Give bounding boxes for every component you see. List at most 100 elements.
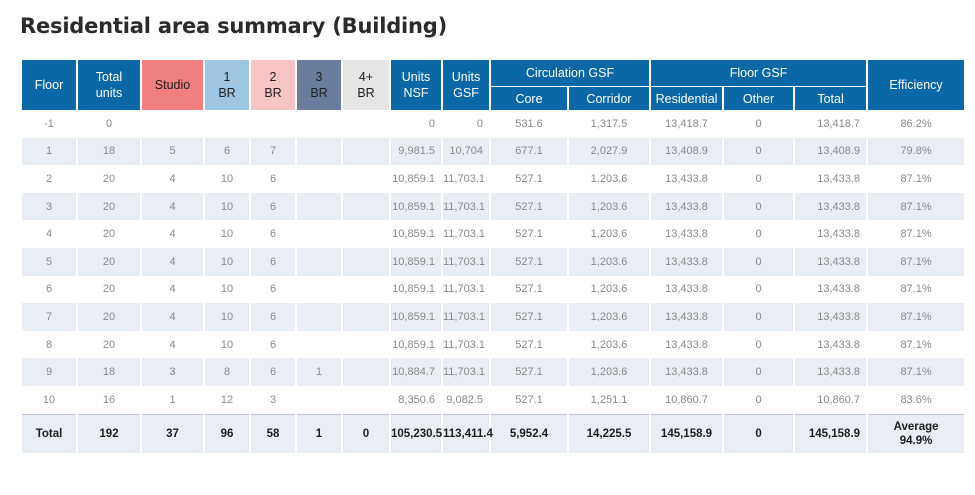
cell-studio: 5: [142, 137, 203, 166]
cell-units-gsf: 11,703.1: [443, 192, 489, 221]
cell-total-units: 18: [78, 358, 140, 386]
cell-floor-gsf-total: 13,433.8: [795, 247, 867, 276]
cell-units-gsf: 0: [476, 117, 483, 130]
cell-2br: 6: [251, 247, 295, 276]
cell-units-gsf: 9,082.5: [446, 393, 483, 406]
cell-4plus-br: [343, 358, 389, 386]
total-3br: 1: [297, 413, 341, 453]
total-corridor: 14,225.5: [569, 413, 650, 453]
cell-corridor: 1,251.1: [590, 393, 628, 406]
cell-floor: 7: [22, 303, 76, 331]
cell-studio: 4: [169, 228, 176, 241]
cell-floor-gsf-total: 13,433.8: [817, 228, 861, 241]
cell-residential: 13,418.7: [665, 117, 708, 130]
cell-studio: 3: [142, 358, 203, 386]
cell-1br: 10: [220, 228, 234, 241]
cell-core: 527.1: [515, 172, 543, 185]
cell-studio: 4: [142, 192, 203, 221]
table-row: 10 16 1 12 3 8,350.6 9,082.5 527.1 1,251.1 10,860…: [22, 386, 964, 414]
cell-floor-gsf-total: 10,860.7: [817, 393, 861, 406]
cell-1br: 10: [205, 303, 249, 331]
cell-2br: 6: [269, 228, 277, 241]
cell-other: 0: [724, 247, 794, 276]
cell-studio: 4: [169, 283, 176, 296]
cell-other: 0: [755, 338, 762, 351]
cell-core: 531.6: [515, 117, 543, 130]
cell-3br: [297, 386, 341, 414]
total-floor-gsf: 145,158.9: [795, 413, 867, 453]
cell-units-nsf: 9,981.5: [391, 137, 441, 166]
total-units-nsf: 105,230.5: [391, 413, 442, 453]
cell-floor-gsf-total: 13,433.8: [795, 192, 867, 221]
page-title: Residential area summary (Building): [20, 14, 448, 38]
cell-units-nsf: 10,859.1: [392, 283, 435, 296]
cell-other: 0: [724, 303, 794, 331]
cell-corridor: 1,203.6: [569, 192, 650, 221]
cell-core: 527.1: [491, 192, 567, 221]
cell-3br: [297, 192, 341, 221]
cell-floor-gsf-total: 13,433.8: [817, 338, 861, 351]
cell-2br: 6: [269, 172, 277, 185]
cell-total-units: 20: [102, 172, 116, 185]
header-studio: Studio: [142, 60, 203, 110]
header-other: Other: [724, 87, 794, 110]
cell-studio: 4: [142, 303, 203, 331]
cell-residential: 13,433.8: [651, 192, 723, 221]
cell-core: 677.1: [491, 137, 567, 166]
cell-units-nsf: 10,859.1: [392, 338, 435, 351]
header-total-units: Total units: [78, 60, 140, 110]
cell-floor-gsf-total: 13,433.8: [795, 303, 867, 331]
cell-other: 0: [724, 192, 794, 221]
cell-floor: 4: [45, 228, 53, 241]
cell-4plus-br: [343, 165, 389, 193]
table-row: 1 18 5 6 7 9,981.5 10,704 677.1 2,027.9 13,408.9 0…: [22, 137, 965, 166]
cell-corridor: 2,027.9: [569, 137, 650, 166]
total-efficiency: Average 94.9%: [868, 413, 965, 453]
cell-other: 0: [755, 228, 762, 241]
cell-1br: 6: [205, 137, 249, 166]
cell-2br: 6: [251, 358, 295, 386]
total-4plus-br: 0: [343, 413, 389, 453]
cell-units-gsf: 11,703.1: [443, 228, 486, 241]
cell-residential: 13,433.8: [651, 247, 723, 276]
cell-efficiency: 87.1%: [868, 358, 965, 386]
header-1br: 1 BR: [205, 60, 249, 110]
cell-total-units: 20: [78, 192, 140, 221]
cell-4plus-br: [343, 276, 389, 304]
cell-studio: 4: [169, 338, 176, 351]
cell-2br: 6: [251, 192, 295, 221]
header-core: Core: [491, 87, 567, 110]
total-residential: 145,158.9: [651, 413, 723, 453]
cell-units-nsf: 8,350.6: [398, 393, 435, 406]
cell-core: 527.1: [491, 358, 567, 386]
cell-core: 527.1: [515, 393, 543, 406]
cell-core: 527.1: [515, 338, 543, 351]
cell-2br: 7: [251, 137, 295, 166]
cell-residential: 13,433.8: [665, 283, 708, 296]
cell-2br: 6: [251, 303, 295, 331]
cell-units-nsf: 10,859.1: [391, 303, 441, 331]
cell-efficiency: 87.1%: [868, 247, 965, 276]
table-row: 2 20 4 10 6 10,859.1 11,703.1 527.1 1,203.6 13,43…: [22, 165, 964, 193]
header-units-nsf: Units NSF: [391, 60, 441, 110]
cell-3br: [297, 276, 341, 304]
table-row: 4 20 4 10 6 10,859.1 11,703.1 527.1 1,203.6 13,43…: [22, 220, 964, 248]
cell-floor-gsf-total: 13,433.8: [795, 358, 867, 386]
cell-units-gsf: 11,703.1: [443, 172, 486, 185]
cell-4plus-br: [343, 220, 389, 248]
cell-units-gsf: 11,703.1: [443, 283, 486, 296]
cell-3br: [297, 110, 341, 138]
header-residential: Residential: [651, 87, 723, 110]
cell-3br: [297, 303, 341, 331]
cell-1br: 10: [220, 283, 234, 296]
cell-efficiency: 87.1%: [900, 283, 932, 296]
cell-other: 0: [724, 358, 794, 386]
header-floor: Floor: [22, 60, 76, 110]
cell-1br: 8: [205, 358, 249, 386]
cell-corridor: 1,317.5: [590, 117, 628, 130]
cell-floor: 9: [22, 358, 76, 386]
cell-studio: [142, 110, 203, 138]
cell-floor: 3: [22, 192, 76, 221]
cell-4plus-br: [343, 137, 389, 166]
total-studio: 37: [142, 413, 203, 453]
